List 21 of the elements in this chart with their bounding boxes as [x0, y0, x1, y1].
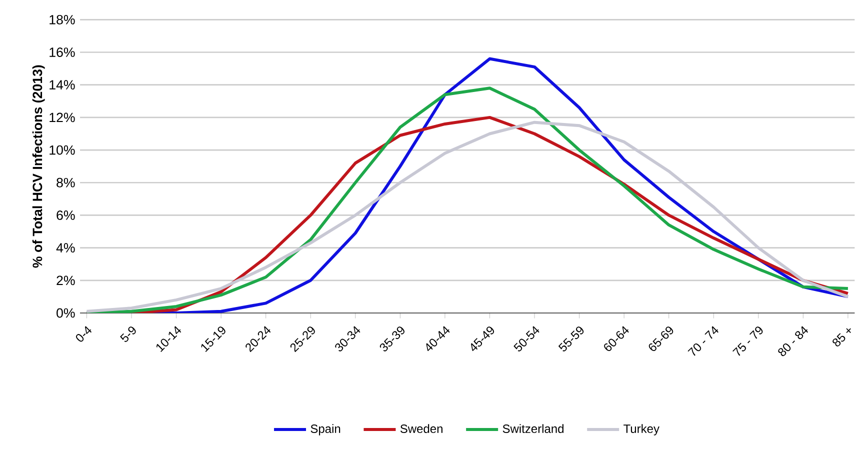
legend-label: Spain [310, 424, 340, 436]
y-tick-label: 6% [56, 210, 75, 220]
legend-label: Sweden [400, 424, 442, 434]
y-tick-label: 14% [50, 80, 75, 90]
x-tick-label: 5-9 [120, 326, 136, 342]
y-tick-label: 12% [50, 112, 75, 122]
y-tick-label: 18% [50, 14, 75, 24]
y-tick-label: 10% [50, 145, 75, 155]
y-tick-label: 8% [56, 178, 75, 188]
x-tick-label: 80 - 84 [778, 326, 808, 356]
x-tick-label: 0-4 [76, 326, 92, 342]
y-tick-label: 16% [50, 48, 75, 57]
y-tick-label: 0% [56, 308, 75, 318]
legend-label: Turkey [624, 424, 660, 436]
x-tick-label: 75 - 79 [732, 326, 763, 356]
x-tick-label: 85 + [832, 328, 851, 346]
legend-label: Switzerland [502, 424, 564, 434]
y-axis-title: % of Total HCV Infections (2013) [32, 65, 45, 268]
y-tick-label: 2% [56, 276, 75, 286]
y-tick-label: 4% [56, 243, 75, 252]
x-tick-label: 70 - 74 [688, 326, 718, 356]
